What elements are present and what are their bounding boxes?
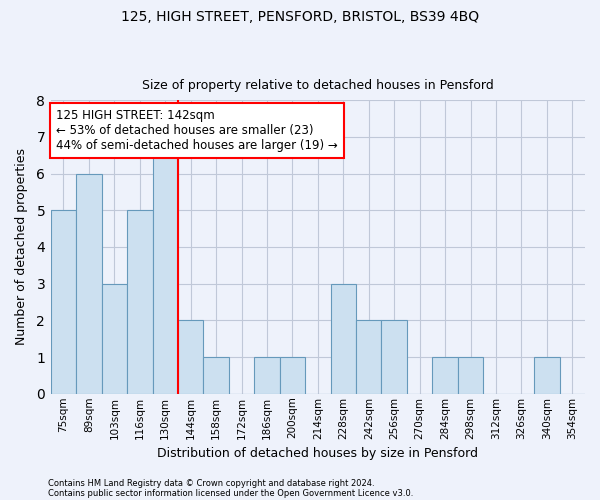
Bar	[76, 174, 101, 394]
X-axis label: Distribution of detached houses by size in Pensford: Distribution of detached houses by size …	[157, 447, 478, 460]
Bar	[127, 210, 152, 394]
Text: Contains public sector information licensed under the Open Government Licence v3: Contains public sector information licen…	[48, 488, 413, 498]
Bar	[203, 357, 229, 394]
Bar	[280, 357, 305, 394]
Bar	[331, 284, 356, 394]
Title: Size of property relative to detached houses in Pensford: Size of property relative to detached ho…	[142, 79, 494, 92]
Bar	[254, 357, 280, 394]
Bar	[382, 320, 407, 394]
Bar	[178, 320, 203, 394]
Text: Contains HM Land Registry data © Crown copyright and database right 2024.: Contains HM Land Registry data © Crown c…	[48, 478, 374, 488]
Text: 125 HIGH STREET: 142sqm
← 53% of detached houses are smaller (23)
44% of semi-de: 125 HIGH STREET: 142sqm ← 53% of detache…	[56, 109, 338, 152]
Bar	[152, 137, 178, 394]
Bar	[458, 357, 483, 394]
Bar	[356, 320, 382, 394]
Y-axis label: Number of detached properties: Number of detached properties	[15, 148, 28, 346]
Bar	[534, 357, 560, 394]
Bar	[433, 357, 458, 394]
Bar	[101, 284, 127, 394]
Bar	[51, 210, 76, 394]
Text: 125, HIGH STREET, PENSFORD, BRISTOL, BS39 4BQ: 125, HIGH STREET, PENSFORD, BRISTOL, BS3…	[121, 10, 479, 24]
